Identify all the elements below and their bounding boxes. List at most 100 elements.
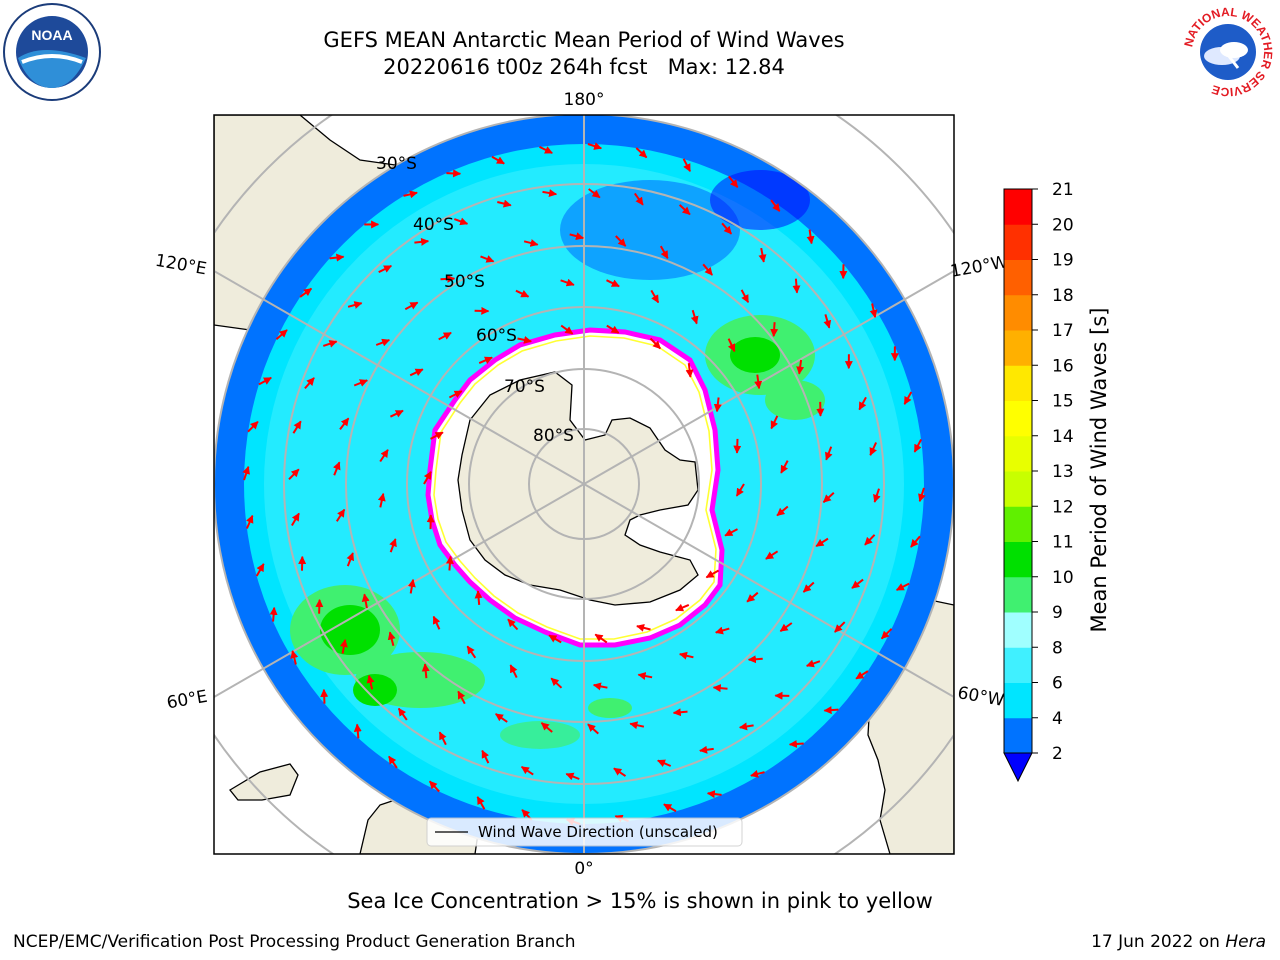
- colorbar-segment: [1004, 541, 1032, 578]
- wave-direction-arrow: [765, 550, 779, 560]
- graticule: [214, 115, 954, 854]
- colorbar-tick-label: 9: [1052, 603, 1063, 623]
- wave-direction-arrow: [446, 169, 462, 178]
- wave-direction-arrow: [507, 618, 519, 631]
- legend-label: Wind Wave Direction (unscaled): [478, 823, 718, 841]
- wave-direction-arrow: [702, 263, 713, 276]
- colorbar-segment: [1004, 189, 1032, 225]
- green-patch-atlantic: [588, 698, 632, 718]
- wave-direction-arrow: [404, 301, 419, 311]
- wave-direction-arrow: [438, 731, 447, 746]
- colorbar-segment: [1004, 259, 1032, 296]
- wave-direction-arrow: [637, 672, 653, 680]
- wave-direction-arrow: [613, 767, 627, 777]
- wave-direction-arrow: [834, 621, 846, 633]
- wave-direction-arrow: [910, 535, 921, 548]
- wave-direction-arrow: [550, 677, 563, 689]
- wave-direction-arrow: [407, 578, 416, 594]
- wave-direction-arrow: [796, 359, 805, 375]
- wave-direction-arrow: [770, 415, 779, 430]
- green-patch-pacific-2: [730, 337, 780, 373]
- lon-label-120w: 120°W: [949, 252, 1010, 282]
- wave-direction-arrow: [650, 289, 660, 304]
- wave-direction-arrow: [366, 674, 375, 690]
- wave-direction-arrow: [361, 593, 370, 609]
- wave-direction-arrow: [335, 508, 346, 522]
- wave-direction-arrow: [288, 468, 300, 480]
- wave-direction-arrow: [690, 309, 699, 325]
- wave-direction-arrow: [682, 158, 691, 173]
- wave-direction-arrow: [727, 338, 736, 353]
- colorbar-tick-label: 8: [1052, 638, 1063, 658]
- wave-direction-arrow: [258, 376, 272, 386]
- caption-sea-ice: Sea Ice Concentration > 15% is shown in …: [347, 889, 933, 913]
- colorbar-segment: [1004, 576, 1032, 613]
- wave-direction-arrow: [517, 335, 532, 344]
- wave-direction-arrow: [792, 278, 801, 294]
- wave-direction-arrow: [918, 487, 926, 503]
- wave-direction-arrow: [320, 688, 329, 704]
- wave-direction-arrow: [560, 278, 575, 287]
- wave-direction-arrow: [480, 255, 495, 263]
- colorbar-segment: [1004, 506, 1032, 542]
- footer-date: 17 Jun 2022 on Hera: [1091, 932, 1266, 952]
- wave-direction-arrow: [592, 682, 608, 691]
- lon-label-0: 0°: [574, 859, 593, 879]
- colorbar-segment: [1004, 682, 1032, 719]
- lat-label-50s: 50°S: [444, 272, 485, 292]
- lat-label-80s: 80°S: [533, 426, 574, 446]
- wave-direction-arrow: [378, 265, 393, 273]
- colorbar-tick-label: 4: [1052, 709, 1063, 729]
- wave-direction-arrow: [322, 339, 338, 348]
- wave-direction-arrow: [788, 739, 804, 748]
- wave-direction-arrow: [481, 749, 490, 764]
- wave-direction-arrow: [739, 722, 754, 731]
- wave-direction-arrow: [457, 690, 466, 705]
- wave-direction-arrow: [706, 790, 722, 799]
- sea-ice-inner-edge: [433, 335, 717, 640]
- wave-direction-arrow: [339, 417, 350, 431]
- colorbar-tick-label: 18: [1052, 286, 1074, 306]
- wave-direction-arrow: [855, 670, 869, 680]
- wave-direction-arrow: [523, 239, 539, 247]
- wave-direction-arrow: [275, 329, 288, 340]
- wave-direction-arrow: [679, 651, 694, 660]
- wave-direction-arrow: [806, 229, 815, 245]
- wave-direction-arrow: [735, 483, 745, 497]
- wave-direction-arrow: [476, 796, 486, 810]
- wave-direction-arrow: [606, 279, 620, 288]
- wave-direction-arrow: [560, 324, 574, 335]
- wave-direction-arrow: [672, 708, 688, 717]
- wave-direction-arrow: [548, 634, 562, 644]
- wave-direction-arrow: [290, 650, 299, 665]
- map-legend: Wind Wave Direction (unscaled): [426, 817, 743, 847]
- wave-direction-arrow: [858, 396, 867, 411]
- wave-direction-arrow: [869, 303, 878, 318]
- colorbar-tick-label: 21: [1052, 180, 1074, 200]
- wave-direction-arrow: [432, 615, 441, 630]
- wave-direction-arrow: [873, 488, 881, 503]
- wave-direction-arrow: [375, 338, 391, 347]
- lat-label-40s: 40°S: [413, 215, 454, 235]
- lat-label-30s: 30°S: [376, 154, 417, 174]
- wave-direction-arrow: [750, 769, 765, 778]
- colorbar-tick-label: 16: [1052, 356, 1074, 376]
- map-frame: [213, 114, 955, 855]
- green-patch-indian-4: [353, 674, 397, 706]
- wave-direction-arrow: [754, 374, 763, 390]
- wave-direction-arrow: [747, 655, 763, 664]
- latitude-labels: 30°S 40°S 50°S 60°S 70°S 80°S: [376, 154, 574, 446]
- wave-direction-arrow: [606, 324, 620, 334]
- wave-direction-arrow: [539, 145, 553, 154]
- green-patch-pacific-3: [765, 380, 825, 420]
- wave-direction-arrow: [659, 245, 669, 259]
- wave-direction-arrow: [705, 569, 720, 579]
- wave-direction-arrow: [770, 322, 779, 337]
- wave-direction-arrow: [540, 722, 553, 733]
- colorbar-tick-label: 12: [1052, 497, 1074, 517]
- wave-direction-arrow: [699, 745, 714, 754]
- wave-direction-arrow: [389, 538, 397, 553]
- wave-direction-arrow: [339, 639, 348, 654]
- wave-direction-arrow: [815, 537, 829, 548]
- colorbar-segment: [1004, 435, 1032, 472]
